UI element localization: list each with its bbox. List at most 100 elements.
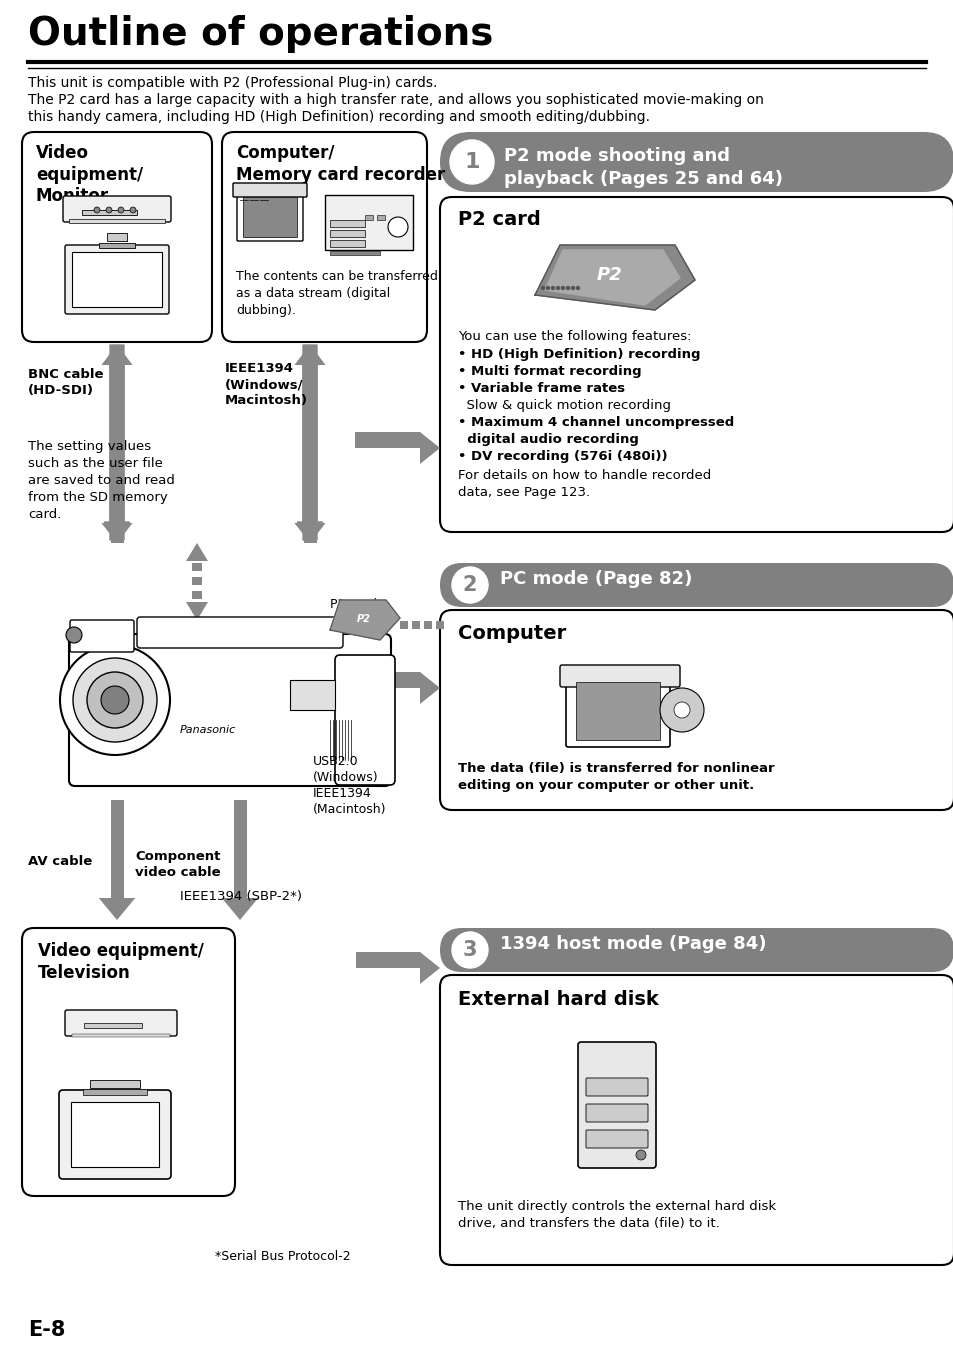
Bar xyxy=(233,800,247,900)
Polygon shape xyxy=(294,345,325,366)
Circle shape xyxy=(66,627,82,643)
Circle shape xyxy=(94,207,100,213)
Text: this handy camera, including HD (High Definition) recording and smooth editing/d: this handy camera, including HD (High De… xyxy=(28,110,649,125)
Circle shape xyxy=(556,287,558,290)
Text: BNC cable
(HD-SDI): BNC cable (HD-SDI) xyxy=(28,368,103,397)
Text: *Serial Bus Protocol-2: *Serial Bus Protocol-2 xyxy=(214,1250,351,1263)
Text: 1: 1 xyxy=(464,152,479,172)
Circle shape xyxy=(561,287,564,290)
FancyBboxPatch shape xyxy=(236,191,303,241)
Text: You can use the following features:: You can use the following features: xyxy=(457,330,691,343)
Bar xyxy=(576,682,659,741)
Circle shape xyxy=(551,287,554,290)
Bar xyxy=(107,233,127,241)
Circle shape xyxy=(452,567,488,603)
Polygon shape xyxy=(186,603,208,620)
FancyBboxPatch shape xyxy=(22,927,234,1196)
Bar xyxy=(192,563,202,571)
FancyBboxPatch shape xyxy=(335,655,395,785)
Text: The unit directly controls the external hard disk
drive, and transfers the data : The unit directly controls the external … xyxy=(457,1200,776,1229)
Circle shape xyxy=(130,207,136,213)
Bar xyxy=(111,800,124,900)
FancyBboxPatch shape xyxy=(137,617,343,649)
Text: Computer: Computer xyxy=(457,624,566,643)
Circle shape xyxy=(60,645,170,756)
Circle shape xyxy=(659,688,703,733)
Bar xyxy=(355,952,419,968)
Text: The P2 card has a large capacity with a high transfer rate, and allows you sophi: The P2 card has a large capacity with a … xyxy=(28,93,763,107)
Bar xyxy=(82,210,137,215)
Bar xyxy=(399,621,408,630)
Polygon shape xyxy=(419,672,439,704)
FancyBboxPatch shape xyxy=(585,1104,647,1122)
Bar xyxy=(330,219,365,227)
FancyBboxPatch shape xyxy=(65,1010,177,1036)
Bar xyxy=(412,621,419,630)
Circle shape xyxy=(73,658,157,742)
FancyArrow shape xyxy=(297,345,322,540)
Circle shape xyxy=(106,207,112,213)
Text: Component
video cable: Component video cable xyxy=(135,850,220,879)
Polygon shape xyxy=(419,432,439,464)
Bar xyxy=(436,621,443,630)
Circle shape xyxy=(541,287,544,290)
Bar xyxy=(71,252,162,307)
Polygon shape xyxy=(99,898,135,919)
FancyArrow shape xyxy=(104,345,130,540)
Bar xyxy=(365,215,373,219)
Text: IEEE1394 (SBP-2*): IEEE1394 (SBP-2*) xyxy=(180,890,302,903)
Bar xyxy=(325,195,413,250)
Polygon shape xyxy=(294,523,325,543)
Polygon shape xyxy=(221,898,258,919)
Polygon shape xyxy=(330,600,399,640)
FancyBboxPatch shape xyxy=(22,131,212,343)
Text: Video equipment/
Television: Video equipment/ Television xyxy=(38,942,204,982)
Text: Outline of operations: Outline of operations xyxy=(28,15,493,53)
Text: P2 card: P2 card xyxy=(457,210,540,229)
Circle shape xyxy=(566,287,569,290)
Bar xyxy=(290,680,335,709)
Bar xyxy=(84,1024,142,1028)
Text: The data (file) is transferred for nonlinear
editing on your computer or other u: The data (file) is transferred for nonli… xyxy=(457,762,774,792)
Bar xyxy=(71,1034,170,1037)
Text: USB2.0
(Windows)
IEEE1394
(Macintosh): USB2.0 (Windows) IEEE1394 (Macintosh) xyxy=(313,756,386,816)
Polygon shape xyxy=(419,952,439,984)
Bar xyxy=(71,1102,159,1167)
FancyBboxPatch shape xyxy=(63,196,171,222)
Circle shape xyxy=(388,217,408,237)
Polygon shape xyxy=(544,250,679,305)
Bar xyxy=(192,605,202,613)
Text: The setting values
such as the user file
are saved to and read
from the SD memor: The setting values such as the user file… xyxy=(28,440,174,521)
Text: Computer/
Memory card recorder: Computer/ Memory card recorder xyxy=(235,144,445,184)
Circle shape xyxy=(87,672,143,728)
Text: PC mode (Page 82): PC mode (Page 82) xyxy=(499,570,692,588)
Text: digital audio recording: digital audio recording xyxy=(457,433,639,445)
Text: • Multi format recording: • Multi format recording xyxy=(457,366,641,378)
Text: IEEE1394
(Windows/
Macintosh): IEEE1394 (Windows/ Macintosh) xyxy=(225,362,308,408)
FancyBboxPatch shape xyxy=(222,131,427,343)
Bar xyxy=(69,219,165,223)
Text: • HD (High Definition) recording: • HD (High Definition) recording xyxy=(457,348,700,362)
Text: Panasonic: Panasonic xyxy=(180,724,236,735)
Text: P2 card: P2 card xyxy=(330,598,376,611)
FancyBboxPatch shape xyxy=(69,634,391,787)
Text: 1394 host mode (Page 84): 1394 host mode (Page 84) xyxy=(499,936,765,953)
FancyBboxPatch shape xyxy=(59,1090,171,1179)
Bar xyxy=(355,432,419,448)
Bar xyxy=(330,240,365,246)
FancyBboxPatch shape xyxy=(439,131,953,192)
Text: Slow & quick motion recording: Slow & quick motion recording xyxy=(457,399,670,412)
FancyBboxPatch shape xyxy=(439,611,953,810)
Bar xyxy=(111,345,124,543)
Text: 3: 3 xyxy=(462,940,476,960)
Bar xyxy=(330,250,379,255)
Text: External hard disk: External hard disk xyxy=(457,990,659,1009)
Polygon shape xyxy=(101,523,132,543)
Text: • Variable frame rates: • Variable frame rates xyxy=(457,382,624,395)
FancyArrow shape xyxy=(104,345,130,540)
Circle shape xyxy=(118,207,124,213)
Text: • DV recording (576i (480i)): • DV recording (576i (480i)) xyxy=(457,450,667,463)
FancyBboxPatch shape xyxy=(578,1043,656,1169)
Bar xyxy=(99,242,135,248)
Bar xyxy=(330,230,365,237)
